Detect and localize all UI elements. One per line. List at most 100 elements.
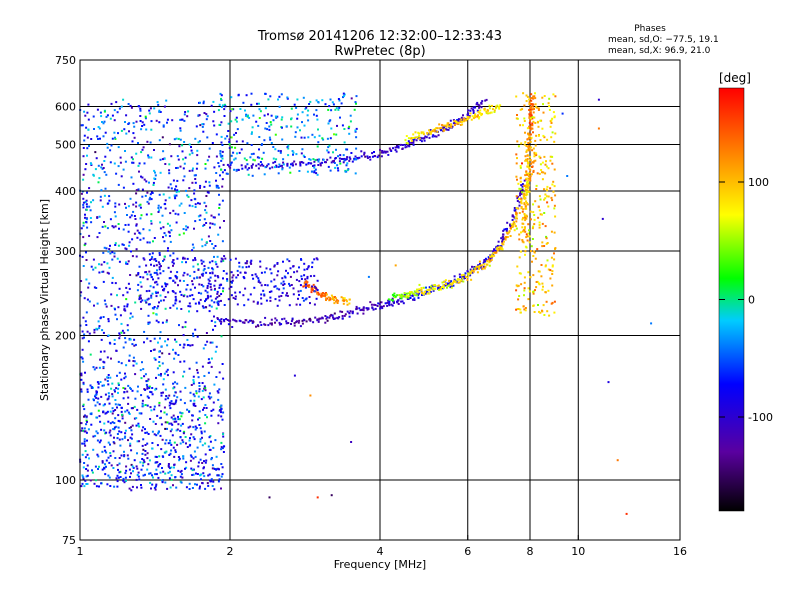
data-point xyxy=(168,422,171,425)
data-point xyxy=(406,142,409,145)
data-point xyxy=(298,170,301,172)
data-point xyxy=(180,202,183,205)
data-point xyxy=(381,306,383,308)
data-point xyxy=(343,141,346,144)
data-point xyxy=(131,389,134,392)
data-point xyxy=(82,381,85,384)
data-point xyxy=(503,240,505,243)
data-point xyxy=(164,421,167,424)
data-point xyxy=(90,138,93,140)
data-point xyxy=(182,232,185,235)
data-point xyxy=(179,360,182,363)
data-point xyxy=(523,203,526,206)
data-point xyxy=(407,140,410,143)
data-point xyxy=(198,114,201,117)
data-point xyxy=(325,299,327,301)
data-point xyxy=(135,224,138,227)
data-point xyxy=(147,323,150,325)
data-point xyxy=(210,478,213,481)
data-point xyxy=(529,111,532,114)
data-point xyxy=(80,356,83,359)
data-point xyxy=(90,265,93,268)
data-point xyxy=(150,409,153,412)
data-point xyxy=(192,436,195,439)
data-point xyxy=(414,136,417,139)
data-point xyxy=(281,138,284,141)
data-point xyxy=(510,223,513,226)
data-point xyxy=(130,449,133,452)
data-point xyxy=(549,159,552,162)
data-point xyxy=(142,257,145,260)
data-point xyxy=(155,483,158,486)
data-point xyxy=(294,131,297,134)
data-point xyxy=(407,298,410,300)
data-point xyxy=(280,118,283,121)
data-point xyxy=(287,154,290,157)
data-point xyxy=(159,337,161,340)
data-point xyxy=(103,299,106,302)
data-point xyxy=(80,291,83,294)
data-point xyxy=(412,139,415,142)
data-point xyxy=(86,464,89,467)
data-point xyxy=(551,265,554,268)
data-point xyxy=(300,152,303,155)
data-point xyxy=(197,114,200,117)
data-point xyxy=(170,416,173,419)
data-point xyxy=(236,303,239,306)
data-point xyxy=(179,127,182,130)
data-point xyxy=(173,455,176,458)
data-point xyxy=(553,207,556,210)
data-point xyxy=(324,103,327,106)
data-point xyxy=(101,225,104,228)
data-point xyxy=(310,162,312,165)
data-point xyxy=(250,165,253,167)
data-point xyxy=(274,115,277,118)
data-point xyxy=(112,428,115,430)
data-point xyxy=(401,144,404,146)
data-point xyxy=(527,177,530,180)
data-point xyxy=(528,101,531,104)
data-point xyxy=(519,311,522,314)
data-point xyxy=(99,358,102,361)
data-point xyxy=(396,294,399,297)
data-point xyxy=(128,338,131,341)
data-point xyxy=(196,149,199,152)
data-point xyxy=(533,223,536,226)
data-point xyxy=(141,121,144,124)
data-point xyxy=(402,302,405,305)
data-point xyxy=(114,399,117,401)
data-point xyxy=(331,101,334,104)
data-point xyxy=(533,116,536,119)
data-point xyxy=(131,140,134,143)
data-point xyxy=(516,265,519,268)
data-point xyxy=(161,136,164,139)
data-point xyxy=(86,483,89,485)
data-point xyxy=(238,265,241,268)
data-point xyxy=(542,111,545,114)
data-point xyxy=(382,151,385,154)
data-point xyxy=(126,409,129,412)
data-point xyxy=(478,267,480,270)
data-point xyxy=(217,480,220,483)
data-point xyxy=(530,93,533,96)
data-point xyxy=(601,217,604,220)
data-point xyxy=(539,213,542,216)
data-point xyxy=(491,254,493,257)
data-point xyxy=(536,280,539,283)
data-point xyxy=(187,344,190,346)
data-point xyxy=(244,262,247,265)
data-point xyxy=(329,156,332,159)
data-point xyxy=(135,274,138,277)
data-point xyxy=(342,158,345,160)
data-point xyxy=(201,274,204,277)
data-point xyxy=(521,162,523,165)
data-point xyxy=(493,109,496,112)
data-point xyxy=(174,302,177,305)
x-axis-label: Frequency [MHz] xyxy=(334,558,426,571)
data-point xyxy=(418,283,421,286)
data-point xyxy=(83,440,86,443)
data-point xyxy=(80,422,83,425)
data-point xyxy=(327,151,330,154)
data-point xyxy=(348,125,351,128)
data-point xyxy=(477,114,479,117)
